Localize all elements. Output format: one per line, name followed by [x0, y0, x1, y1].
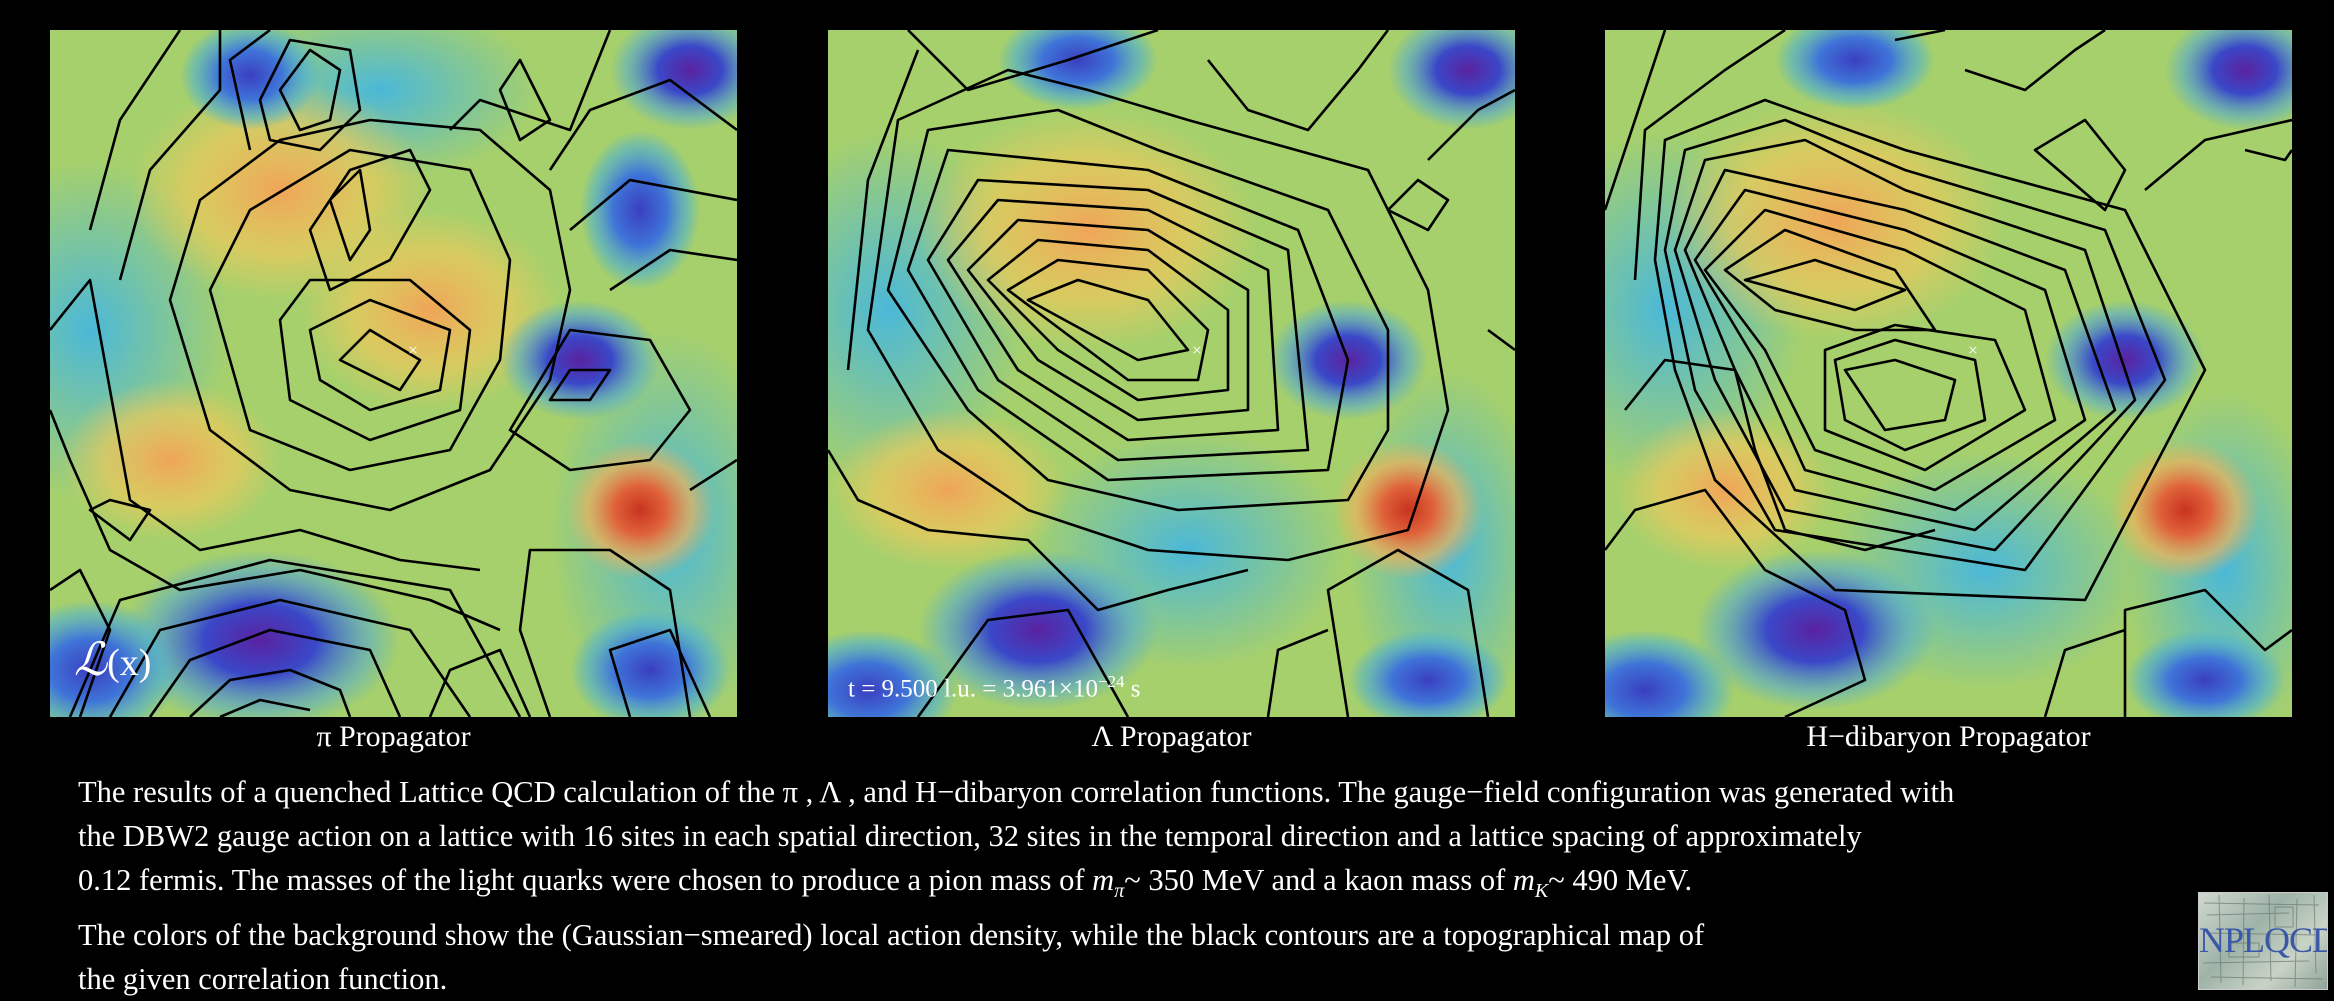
kaon-mass-symbol: m — [1512, 863, 1535, 897]
pion-mass-symbol: m — [1092, 863, 1115, 897]
pion-mass-subscript: π — [1114, 880, 1125, 903]
nplqcd-logo: NPLQCD — [2198, 892, 2328, 990]
logo-pattern — [2202, 894, 2324, 988]
source-marker: × — [1968, 340, 1978, 360]
source-marker: × — [408, 340, 418, 360]
caption-line-3c: ~ 490 MeV. — [1548, 863, 1693, 897]
time-label: t = 9.500 l.u. = 3.961×10−24 s — [848, 672, 1141, 703]
kaon-mass-subscript: K — [1534, 880, 1549, 903]
lagrangian-symbol: ℒ — [74, 634, 108, 685]
lagrangian-arg: (x) — [107, 642, 152, 684]
h-dibaryon-propagator-plot: × — [1605, 30, 2292, 717]
source-marker: × — [1192, 340, 1202, 360]
caption-line-3b: ~ 350 MeV and a kaon mass of — [1124, 863, 1513, 897]
time-value: t = 9.500 l.u. = 3.961×10 — [848, 675, 1098, 703]
pi-propagator-plot: × — [50, 30, 737, 717]
pi-propagator-label: π Propagator — [316, 720, 471, 753]
caption-line-3a: 0.12 fermis. The masses of the light qua… — [78, 863, 1093, 897]
lagrangian-label: ℒ(x) — [74, 632, 151, 686]
caption-line-3: 0.12 fermis. The masses of the light qua… — [78, 858, 2258, 913]
time-exponent: −24 — [1097, 672, 1125, 691]
caption-line-1: The results of a quenched Lattice QCD ca… — [78, 775, 1955, 809]
logo-text: NPLQCD — [2199, 920, 2328, 960]
time-unit: s — [1124, 675, 1141, 703]
caption-line-4: The colors of the background show the (G… — [78, 918, 1705, 953]
caption-line-5: the given correlation function. — [78, 962, 448, 997]
correlation-contours — [50, 30, 737, 717]
correlation-contours — [1605, 30, 2292, 717]
lambda-propagator-label: Λ Propagator — [1091, 720, 1252, 753]
correlation-contours — [828, 30, 1515, 717]
h-dibaryon-propagator-label: H−dibaryon Propagator — [1806, 720, 2091, 753]
lambda-propagator-plot: × — [828, 30, 1515, 717]
caption-line-2: the DBW2 gauge action on a lattice with … — [78, 819, 1862, 853]
figure-caption: The results of a quenched Lattice QCD ca… — [78, 770, 2258, 1001]
